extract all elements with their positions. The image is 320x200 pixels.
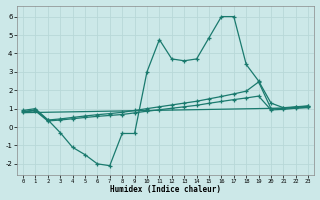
X-axis label: Humidex (Indice chaleur): Humidex (Indice chaleur) — [110, 185, 221, 194]
